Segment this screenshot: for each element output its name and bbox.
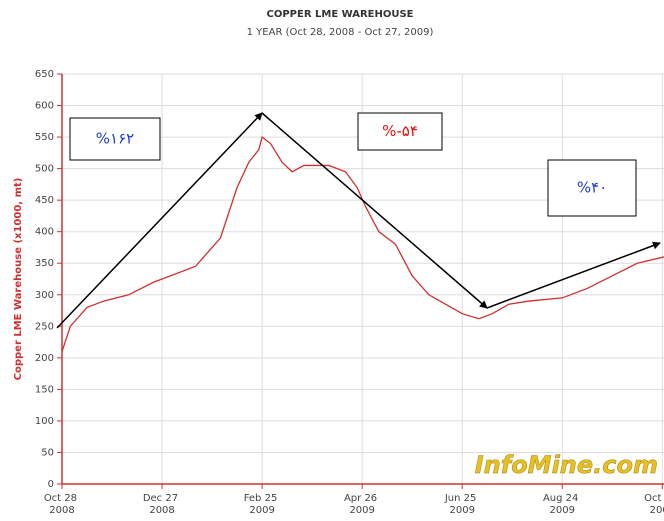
arrow (486, 241, 661, 309)
x-tick-label: Jun 25 2009 (444, 493, 480, 516)
y-tick-label: 300 (35, 290, 54, 301)
x-tick-label: Apr 26 2009 (344, 493, 380, 516)
annotation-box (547, 159, 637, 217)
y-tick-label: 600 (35, 101, 54, 112)
annotation: %۱۶۲ (96, 130, 134, 148)
annotation: %۴۰ (577, 179, 607, 197)
y-tick-label: 400 (35, 227, 54, 238)
y-tick-label: 100 (35, 416, 54, 427)
line (61, 135, 664, 352)
y-tick-label: 150 (35, 384, 54, 395)
chart-subtitle: 1 YEAR (Oct 28, 2008 - Oct 27, 2009) (247, 27, 434, 38)
y-tick-label: 450 (35, 195, 54, 206)
y-tick-label: 650 (35, 69, 54, 80)
y-tick-label: 350 (35, 258, 54, 269)
x-tick-label: Aug 24 2009 (543, 493, 582, 516)
annotation-box (357, 112, 443, 151)
x-tick-label: Feb 25 2009 (244, 493, 281, 516)
watermark: InfoMine.com (475, 451, 658, 479)
annotation-box (69, 117, 161, 161)
y-tick-label: 550 (35, 132, 54, 143)
y-tick-label: 500 (35, 164, 54, 175)
chart-title: COPPER LME WAREHOUSE (266, 9, 413, 20)
y-axis-label: Copper LME Warehouse (x1000, mt) (13, 178, 24, 381)
arrow (261, 112, 488, 309)
x-tick-label: Oct 28 2008 (44, 493, 80, 516)
y-tick-label: 250 (35, 321, 54, 332)
y-tick-label: 0 (48, 479, 54, 490)
y-tick-label: 50 (41, 447, 54, 458)
arrow (56, 112, 263, 329)
x-tick-label: Oct 23 2009 (644, 493, 664, 516)
y-tick-label: 200 (35, 353, 54, 364)
x-tick-label: Dec 27 2008 (143, 493, 181, 516)
annotation: %-۵۴ (382, 122, 418, 140)
